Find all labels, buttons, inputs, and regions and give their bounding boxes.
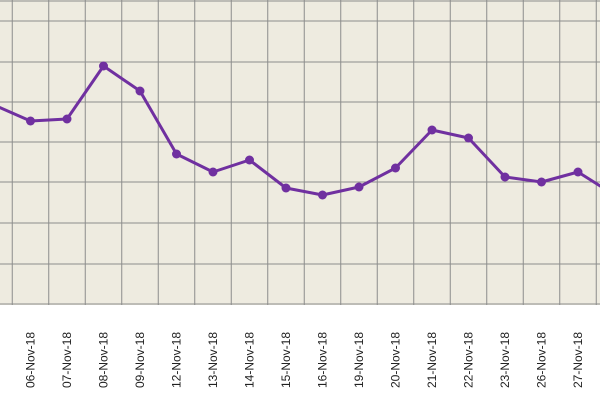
x-tick-label: 15-Nov-18 (279, 332, 293, 388)
data-point (245, 155, 254, 165)
series-points (26, 61, 583, 200)
data-point (573, 167, 583, 177)
x-tick-label: 20-Nov-18 (389, 332, 403, 388)
data-point (318, 190, 327, 200)
data-point (208, 167, 218, 177)
x-tick-label: 26-Nov-18 (535, 332, 549, 388)
series-line (0, 64, 600, 197)
plot-area (0, 0, 600, 305)
x-tick-label: 16-Nov-18 (316, 332, 330, 388)
x-tick-label: 27-Nov-18 (571, 332, 585, 388)
data-point (500, 172, 510, 182)
vertical-gridlines (11, 0, 597, 305)
x-tick-label: 05-Nov-18 (0, 332, 1, 388)
data-point (391, 163, 400, 173)
x-tick-label: 09-Nov-18 (133, 332, 147, 388)
data-point (537, 177, 546, 187)
horizontal-gridlines (0, 0, 600, 305)
x-tick-label: 21-Nov-18 (425, 332, 439, 388)
x-tick-label: 23-Nov-18 (498, 332, 512, 388)
x-tick-label: 08-Nov-18 (97, 332, 111, 388)
x-tick-label: 13-Nov-18 (206, 332, 220, 388)
data-point (281, 183, 291, 193)
data-point (26, 116, 35, 126)
data-point (135, 86, 145, 96)
data-point (354, 182, 364, 192)
x-tick-label: 14-Nov-18 (243, 332, 257, 388)
data-point (464, 133, 473, 143)
x-tick-label: 06-Nov-18 (24, 332, 38, 388)
x-tick-label: 19-Nov-18 (352, 332, 366, 388)
data-point (427, 125, 437, 135)
data-point (172, 149, 181, 159)
x-axis-tick-labels: 05-Nov-18 06-Nov-18 07-Nov-18 08-Nov-18 09-N… (0, 332, 585, 388)
data-point (62, 114, 72, 124)
x-tick-label: 07-Nov-18 (60, 332, 74, 388)
x-tick-label: 12-Nov-18 (170, 332, 184, 388)
x-tick-label: 22-Nov-18 (462, 332, 476, 388)
data-point (99, 61, 108, 71)
